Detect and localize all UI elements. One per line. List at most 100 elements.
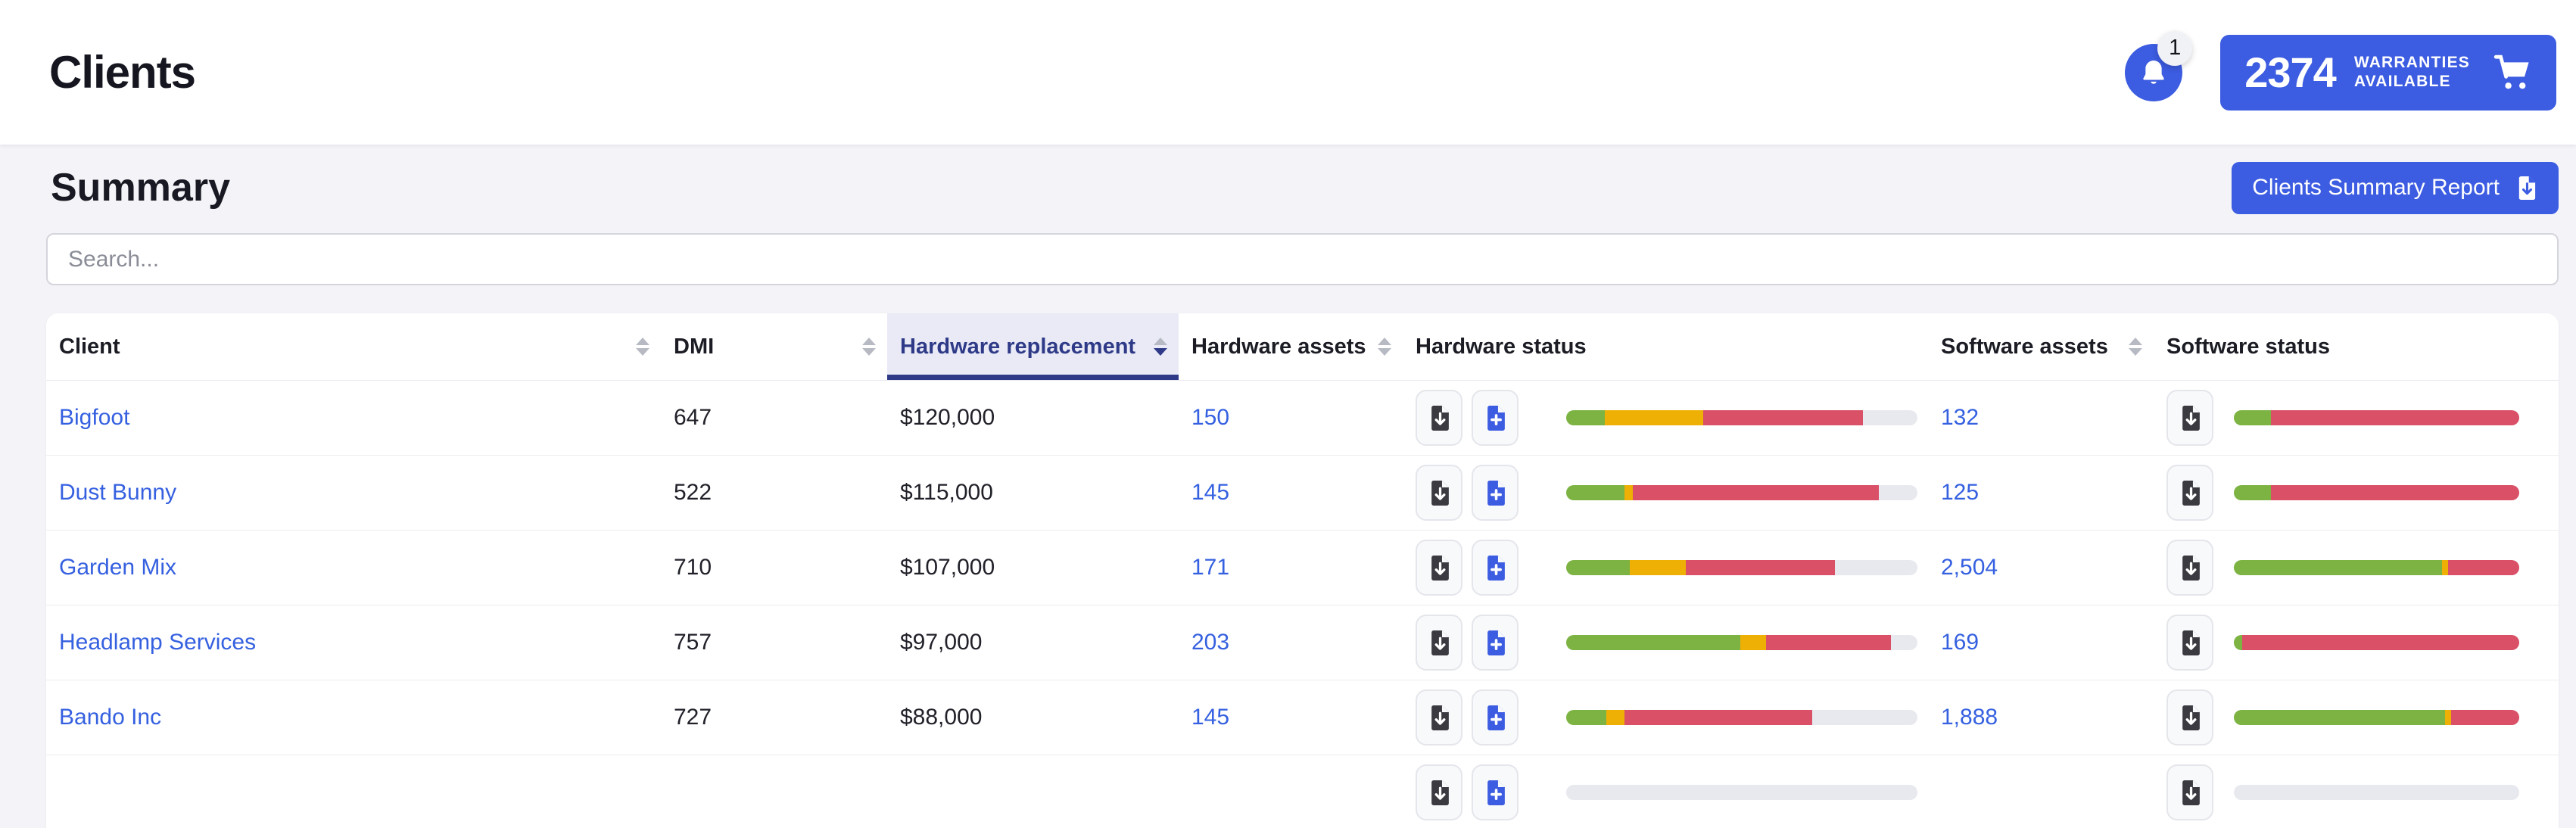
bar-segment-green — [1566, 710, 1607, 725]
bar-segment-red — [1766, 635, 1892, 650]
add-hardware-asset-button[interactable] — [1472, 465, 1519, 521]
hardware-assets-link[interactable]: 145 — [1191, 480, 1230, 505]
hardware-assets-link[interactable]: 203 — [1191, 630, 1230, 655]
download-hardware-report-button[interactable] — [1416, 615, 1462, 671]
hardware-replacement-value: $107,000 — [900, 555, 995, 580]
download-software-report-button[interactable] — [2166, 764, 2213, 820]
bar-segment-yellow — [1740, 635, 1767, 650]
file-plus-icon — [1487, 705, 1505, 730]
section-title: Summary — [51, 166, 230, 210]
software-assets-link[interactable]: 125 — [1941, 480, 1980, 505]
software-status-bar — [2234, 785, 2519, 800]
hardware-replacement-value: $88,000 — [900, 705, 983, 730]
bar-segment-green — [1566, 635, 1740, 650]
warranty-count: 2374 — [2244, 48, 2337, 96]
bar-segment-green — [1566, 410, 1606, 425]
download-software-report-button[interactable] — [2166, 465, 2213, 521]
hardware-status-bar — [1566, 635, 1917, 650]
file-download-icon — [1431, 405, 1449, 431]
search-input[interactable] — [46, 233, 2559, 285]
download-software-report-button[interactable] — [2166, 390, 2213, 446]
hardware-replacement-value: $120,000 — [900, 405, 995, 430]
hardware-status-bar — [1566, 710, 1917, 725]
software-status-bar — [2234, 560, 2519, 575]
file-download-icon — [2182, 555, 2200, 581]
column-header-hardware-replacement[interactable]: Hardware replacement — [887, 313, 1179, 380]
download-hardware-report-button[interactable] — [1416, 390, 1462, 446]
bar-segment-red — [2242, 635, 2519, 650]
sort-arrows-icon — [862, 338, 876, 356]
hardware-replacement-value: $115,000 — [900, 480, 993, 505]
column-header-dmi[interactable]: DMI — [661, 313, 887, 380]
software-status-bar — [2234, 485, 2519, 500]
dmi-value: 647 — [674, 405, 712, 430]
column-header-hardware-status: Hardware status — [1416, 334, 1587, 359]
software-assets-link[interactable]: 2,504 — [1941, 555, 1998, 580]
warranties-available-button[interactable]: 2374 WARRANTIES AVAILABLE — [2220, 34, 2556, 111]
software-assets-link[interactable]: 132 — [1941, 405, 1980, 430]
dmi-value: 522 — [674, 480, 712, 505]
add-hardware-asset-button[interactable] — [1472, 615, 1519, 671]
download-software-report-button[interactable] — [2166, 615, 2213, 671]
download-hardware-report-button[interactable] — [1416, 540, 1462, 596]
bar-segment-green — [1566, 560, 1630, 575]
client-link[interactable]: Dust Bunny — [59, 480, 177, 505]
column-header-hardware-assets[interactable]: Hardware assets — [1179, 313, 1403, 380]
table-body: Bigfoot 647 $120,000 150 — [46, 381, 2559, 828]
download-software-report-button[interactable] — [2166, 689, 2213, 746]
bar-segment-yellow — [1624, 485, 1634, 500]
bar-segment-yellow — [1605, 410, 1703, 425]
client-link[interactable]: Bigfoot — [59, 405, 130, 430]
hardware-assets-link[interactable]: 171 — [1191, 555, 1230, 580]
hardware-assets-link[interactable]: 150 — [1191, 405, 1230, 430]
software-assets-link[interactable]: 169 — [1941, 630, 1980, 655]
dmi-value: 757 — [674, 630, 712, 655]
download-hardware-report-button[interactable] — [1416, 689, 1462, 746]
table-row: Headlamp Services 757 $97,000 203 — [46, 605, 2559, 680]
file-download-icon — [1431, 780, 1449, 805]
sort-arrows-icon — [1378, 338, 1391, 356]
file-download-icon — [1431, 705, 1449, 730]
page-title: Clients — [49, 47, 196, 98]
bar-segment-red — [1624, 710, 1812, 725]
bar-segment-green — [2234, 485, 2271, 500]
notifications-button[interactable]: 1 — [2125, 30, 2193, 101]
hardware-status-bar — [1566, 410, 1917, 425]
table-row: Bando Inc 727 $88,000 145 — [46, 680, 2559, 755]
bar-segment-red — [2271, 410, 2519, 425]
hardware-status-bar — [1566, 485, 1917, 500]
download-hardware-report-button[interactable] — [1416, 465, 1462, 521]
software-assets-link[interactable]: 1,888 — [1941, 705, 1998, 730]
software-status-bar — [2234, 710, 2519, 725]
table-row: Garden Mix 710 $107,000 171 — [46, 531, 2559, 605]
bar-segment-red — [2450, 710, 2519, 725]
add-hardware-asset-button[interactable] — [1472, 764, 1519, 820]
add-hardware-asset-button[interactable] — [1472, 390, 1519, 446]
file-download-icon — [1431, 480, 1449, 506]
file-plus-icon — [1487, 480, 1505, 506]
bar-segment-green — [2234, 560, 2443, 575]
download-software-report-button[interactable] — [2166, 540, 2213, 596]
client-link[interactable]: Garden Mix — [59, 555, 177, 580]
file-download-icon — [1431, 555, 1449, 581]
bar-segment-green — [2234, 635, 2243, 650]
client-link[interactable]: Headlamp Services — [59, 630, 257, 655]
table-row: Bigfoot 647 $120,000 150 — [46, 381, 2559, 456]
hardware-status-bar — [1566, 785, 1917, 800]
file-download-icon — [2182, 780, 2200, 805]
hardware-assets-link[interactable]: 145 — [1191, 705, 1230, 730]
download-hardware-report-button[interactable] — [1416, 764, 1462, 820]
column-header-software-status: Software status — [2166, 334, 2330, 359]
column-header-software-assets[interactable]: Software assets — [1928, 313, 2154, 380]
column-header-client[interactable]: Client — [46, 313, 661, 380]
sort-arrows-icon — [636, 338, 649, 356]
bar-segment-red — [1702, 410, 1864, 425]
hardware-replacement-value: $97,000 — [900, 630, 983, 655]
add-hardware-asset-button[interactable] — [1472, 689, 1519, 746]
add-hardware-asset-button[interactable] — [1472, 540, 1519, 596]
software-status-bar — [2234, 410, 2519, 425]
clients-summary-report-button[interactable]: Clients Summary Report — [2232, 161, 2559, 214]
client-link[interactable]: Bando Inc — [59, 705, 162, 730]
warranty-label: WARRANTIES AVAILABLE — [2353, 54, 2470, 90]
file-plus-icon — [1487, 630, 1505, 655]
